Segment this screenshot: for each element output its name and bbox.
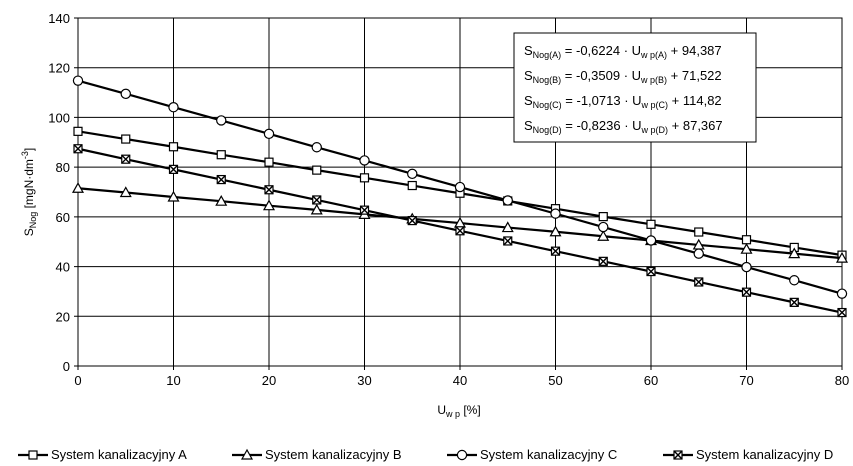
series-d-point [359,205,370,215]
series-d-point [168,164,179,174]
y-tick-label: 140 [48,11,70,26]
series-b-point [119,186,132,198]
equation-c: SNog(C) = -1,0713 · Uw p(C) + 114,82 [524,93,722,110]
y-tick-label: 20 [56,309,70,324]
series-d-point [550,246,561,256]
series-d-point [312,195,322,205]
series-a-point [646,219,656,229]
series-c-point [168,102,179,113]
x-tick-label: 30 [357,373,371,388]
series-a-point [73,126,83,136]
series-d-point [741,287,752,297]
series-b-point [549,225,562,237]
series-d-point [503,236,513,246]
equation-a: SNog(A) = -0,6224 · Uw p(A) + 94,387 [524,43,722,60]
series-d-point [837,307,847,318]
series-c-point [502,195,513,206]
y-tick-label: 0 [63,359,70,374]
series-d-point [407,215,417,226]
legend-item-b: System kanalizacyjny B [232,447,402,462]
series-b-point [262,199,276,211]
series-b-point [215,194,228,206]
x-tick-label: 50 [548,373,562,388]
series-a-point [312,165,322,175]
series-c-point [120,88,131,100]
series-b-point [167,190,180,202]
series-a-point [694,227,704,237]
series-c-point [550,208,561,219]
series-b-point [835,251,849,263]
legend-label-b: System kanalizacyjny B [265,447,402,462]
y-tick-label: 120 [48,61,70,76]
equation-b: SNog(B) = -0,3509 · Uw p(B) + 71,522 [524,68,722,85]
legend-label-c: System kanalizacyjny C [480,447,617,462]
legend-marker-a [28,450,38,460]
series-c-point [216,115,227,126]
series-c-point [645,235,657,246]
legend-item-d: System kanalizacyjny D [663,447,833,462]
series-c-point [454,181,466,193]
legend-marker-b [240,448,254,460]
y-tick-label: 60 [56,210,70,225]
series-a-point [168,142,179,152]
x-tick-label: 0 [74,373,81,388]
legend-label-a: System kanalizacyjny A [51,447,187,462]
legend-item-c: System kanalizacyjny C [447,447,617,462]
y-tick-label: 100 [48,110,70,125]
series-c-point [311,142,322,153]
series [71,75,849,318]
y-axis-title: SNog [mgN·dm-3] [20,148,38,237]
legend: System kanalizacyjny A System kanalizacyj… [18,447,833,462]
legend-label-d: System kanalizacyjny D [696,447,833,462]
x-tick-label: 60 [644,373,658,388]
x-tick-label: 70 [739,373,753,388]
series-c-point [598,221,609,233]
series-d-point [646,266,656,277]
y-tick-label: 80 [56,160,70,175]
series-b-point [788,247,801,259]
legend-item-a: System kanalizacyjny A [18,447,187,462]
series-c-point [407,168,418,180]
series-c-point [72,75,84,86]
series-c-point [836,288,848,299]
series-a-point [216,150,226,160]
legend-marker-d [673,450,683,460]
series-d-point [694,277,704,287]
series-d-point [598,256,608,266]
series-d-point [73,144,83,154]
equation-box-frame [513,32,757,143]
equation-box: SNog(A) = -0,6224 · Uw p(A) + 94,387 SNo… [513,32,757,143]
legend-marker-c [456,449,468,461]
x-tick-label: 80 [835,373,849,388]
series-d-point [216,174,226,185]
series-c-point [741,261,752,273]
equation-d: SNog(D) = -0,8236 · Uw p(D) + 87,367 [524,118,723,135]
series-a-point [598,212,608,222]
x-tick-label: 40 [453,373,467,388]
series-b-point [501,221,514,233]
y-tick-label: 40 [56,260,70,275]
series-d-point [264,185,274,195]
series-a-point [407,180,417,191]
series-b-point [597,230,610,241]
series-b-point [310,203,323,215]
series-a-point [121,134,131,144]
series-c-point [359,155,370,166]
series-a-point [359,173,370,183]
series-b-point [71,182,85,193]
series-b-point [740,242,753,254]
series-c-point [789,275,800,286]
tick-labels: 0 10 20 30 40 50 60 70 80 0 20 40 60 80 100 120 140 [48,11,849,388]
x-axis-title: Uw p [%] [437,403,480,419]
x-tick-label: 10 [166,373,180,388]
series-c-point [263,128,275,140]
series-d-point [789,297,799,307]
series-a-point [741,235,752,245]
series-d-point [121,154,131,164]
series-c-point [693,248,704,259]
series-d-point [455,226,465,236]
series-a-point [264,157,274,167]
x-tick-label: 20 [262,373,276,388]
